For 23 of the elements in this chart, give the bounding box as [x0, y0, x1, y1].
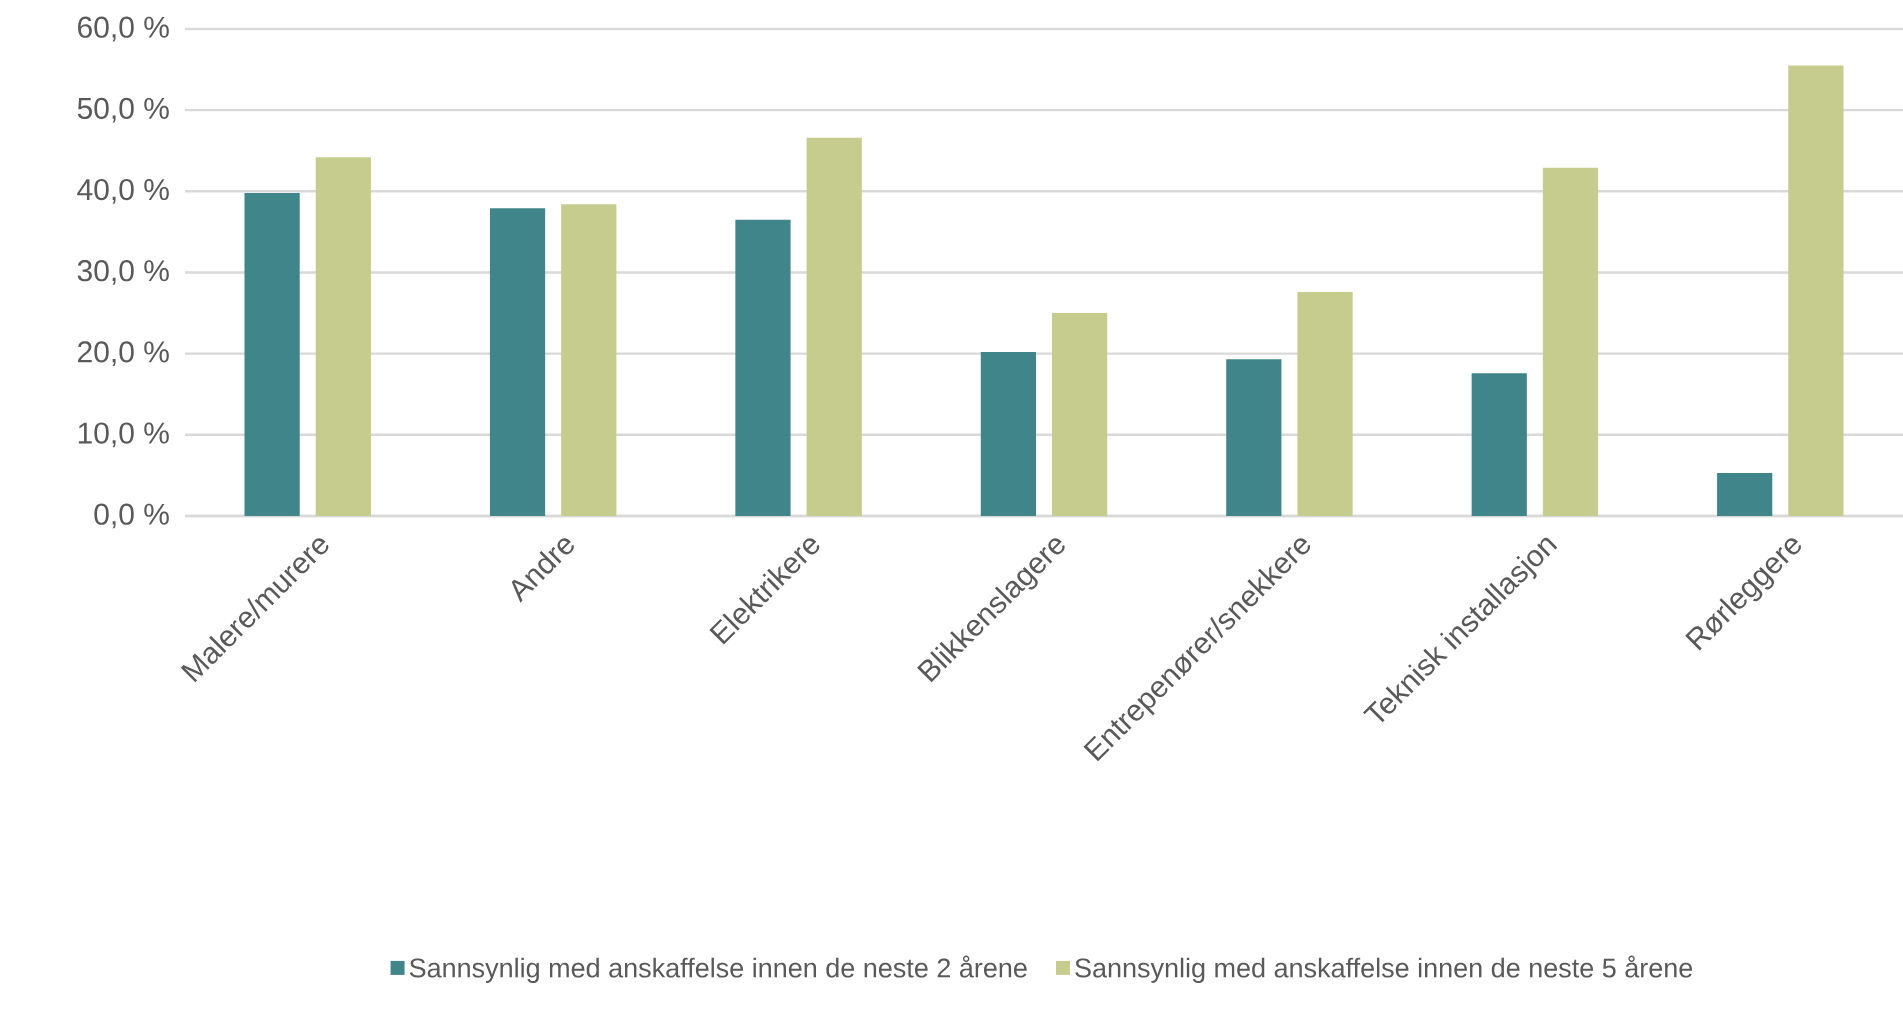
y-tick-label: 20,0 %: [78, 341, 169, 367]
y-tick-label: 30,0 %: [77, 260, 169, 285]
bar: [1788, 65, 1844, 516]
bar: [561, 204, 617, 516]
bar: [980, 352, 1037, 516]
bar: [806, 137, 862, 516]
bar: [1542, 167, 1599, 516]
bar: [489, 208, 546, 516]
y-tick-label: 0,0 %: [94, 503, 169, 529]
legend-label: Sannsynlig med anskaffelse innen de neste 5 årene: [1075, 955, 1693, 983]
y-tick-label: 10,0 %: [78, 422, 169, 448]
y-tick-label: 40,0 %: [77, 178, 169, 204]
y-tick-label: 60,0 %: [78, 16, 169, 42]
bar: [735, 219, 791, 516]
legend-label: Sannsynlig med anskaffelse innen de neste 2 årene: [409, 955, 1027, 983]
bar: [1052, 313, 1108, 516]
bar: [1226, 359, 1282, 516]
bar: [1471, 373, 1527, 516]
bar: [1717, 472, 1773, 516]
bar: [1297, 291, 1353, 516]
y-tick-label: 50,0 %: [77, 97, 169, 123]
bar: [244, 192, 300, 516]
bar: [315, 157, 371, 516]
